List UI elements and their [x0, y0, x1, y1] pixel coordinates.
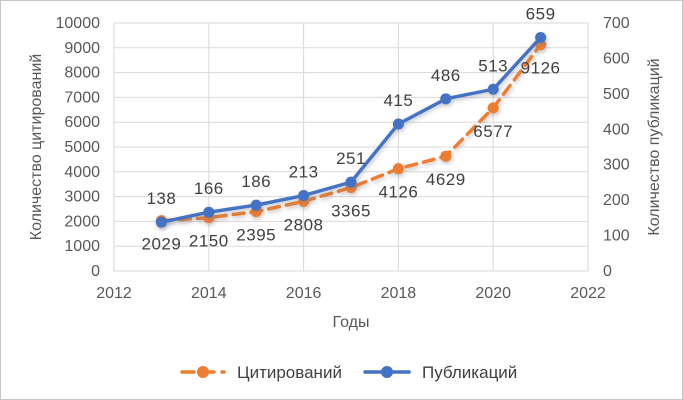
- legend: Цитирований Публикаций: [180, 363, 517, 382]
- legend-label-citations: Цитирований: [237, 363, 342, 382]
- y-left-tick-label: 4000: [64, 164, 100, 181]
- data-point-marker: [440, 150, 452, 162]
- data-label: 415: [383, 91, 413, 110]
- x-tick-label: 2018: [381, 285, 417, 302]
- data-label: 3365: [331, 202, 371, 221]
- x-tick-label: 2022: [570, 285, 606, 302]
- data-point-marker: [440, 93, 452, 105]
- y-left-tick-label: 5000: [64, 139, 100, 156]
- data-point-marker: [298, 190, 310, 202]
- data-label: 4126: [378, 183, 418, 202]
- x-tick-label: 2016: [286, 285, 322, 302]
- y-left-tick-label: 9000: [64, 40, 100, 57]
- data-label: 2029: [141, 235, 181, 254]
- data-point-marker: [345, 176, 357, 188]
- legend-label-publications: Публикаций: [422, 363, 517, 382]
- y-left-tick-label: 3000: [64, 189, 100, 206]
- data-label: 186: [241, 172, 271, 191]
- y-axis-right-tick-labels: 0 100 200 300 400 500 600 700: [603, 15, 630, 280]
- data-label: 4629: [426, 170, 466, 189]
- plot-border: [113, 22, 589, 272]
- data-point-marker: [392, 163, 404, 175]
- y-left-tick-label: 10000: [56, 15, 101, 32]
- y-right-tick-label: 500: [603, 86, 630, 103]
- data-label: 9126: [521, 59, 561, 78]
- y-right-tick-label: 0: [603, 263, 612, 280]
- series-line: [159, 42, 543, 223]
- data-label: 513: [478, 56, 508, 75]
- x-tick-label: 2012: [96, 285, 132, 302]
- y-left-tick-label: 6000: [64, 114, 100, 131]
- legend-item-citations: Цитирований: [180, 363, 342, 382]
- y-left-tick-label: 7000: [64, 89, 100, 106]
- data-point-marker: [203, 206, 215, 218]
- data-label: 2808: [284, 215, 324, 234]
- data-label: 659: [526, 5, 556, 24]
- data-label: 2150: [189, 232, 229, 251]
- series-plot-area: 2029 2150 2395 2808 3365 4126 4629 6577 9126 138 1…: [141, 5, 560, 254]
- gridlines: [113, 22, 589, 272]
- y-right-tick-label: 600: [603, 50, 630, 67]
- y-right-tick-label: 400: [603, 121, 630, 138]
- data-point-marker: [535, 32, 547, 44]
- x-tick-label: 2020: [475, 285, 511, 302]
- data-label: 166: [194, 179, 224, 198]
- y-axis-left-tick-labels: 0 1000 2000 3000 4000 5000 6000 7000 8000 9000 100…: [56, 15, 101, 280]
- y-left-tick-label: 0: [91, 263, 100, 280]
- data-label: 486: [431, 66, 461, 85]
- x-axis-tick-labels: 2012 2014 2016 2018 2020 2022: [96, 285, 606, 302]
- y-left-tick-label: 2000: [64, 213, 100, 230]
- series-publications: [155, 32, 547, 228]
- data-label: 2395: [236, 226, 276, 245]
- y-right-tick-label: 100: [603, 228, 630, 245]
- y-right-tick-label: 300: [603, 157, 630, 174]
- data-label: 213: [289, 163, 319, 182]
- y-right-tick-label: 700: [603, 15, 630, 32]
- y-axis-left-title: Количество цитирований: [28, 54, 45, 240]
- data-label: 138: [146, 189, 176, 208]
- data-label: 6577: [473, 122, 513, 141]
- y-axis-right-title: Количество публикаций: [646, 58, 663, 235]
- data-label: 251: [336, 149, 366, 168]
- y-left-tick-label: 1000: [64, 238, 100, 255]
- legend-marker-publications: [381, 366, 393, 378]
- data-point-marker: [487, 83, 499, 95]
- x-tick-label: 2014: [191, 285, 227, 302]
- data-point-marker: [392, 118, 404, 130]
- data-point-marker: [250, 199, 262, 211]
- data-point-marker: [487, 102, 499, 114]
- y-left-tick-label: 8000: [64, 65, 100, 82]
- data-point-marker: [155, 216, 167, 228]
- legend-marker-citations: [197, 366, 209, 378]
- y-right-tick-label: 200: [603, 192, 630, 209]
- x-axis-title: Годы: [333, 314, 370, 331]
- legend-item-publications: Публикаций: [363, 363, 517, 382]
